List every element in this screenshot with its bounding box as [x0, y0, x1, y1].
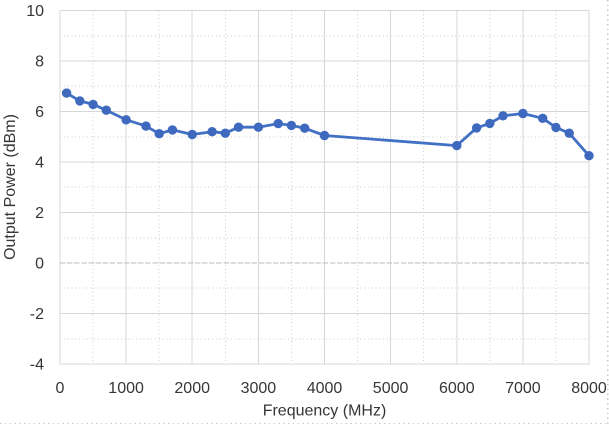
- svg-text:Frequency (MHz): Frequency (MHz): [263, 403, 387, 420]
- svg-text:8: 8: [35, 54, 44, 71]
- svg-text:Output Power (dBm): Output Power (dBm): [2, 114, 19, 260]
- svg-text:5000: 5000: [373, 380, 409, 397]
- svg-text:-4: -4: [30, 357, 44, 374]
- svg-text:4: 4: [35, 155, 44, 172]
- svg-text:0: 0: [56, 380, 65, 397]
- svg-text:3000: 3000: [241, 380, 277, 397]
- svg-text:2: 2: [35, 205, 44, 222]
- svg-text:7000: 7000: [505, 380, 541, 397]
- svg-text:10: 10: [26, 3, 44, 20]
- svg-text:6: 6: [35, 104, 44, 121]
- svg-text:8000: 8000: [571, 380, 607, 397]
- svg-text:0: 0: [35, 256, 44, 273]
- svg-text:-2: -2: [30, 306, 44, 323]
- svg-text:6000: 6000: [439, 380, 475, 397]
- svg-text:2000: 2000: [174, 380, 210, 397]
- svg-text:4000: 4000: [307, 380, 343, 397]
- svg-text:1000: 1000: [108, 380, 144, 397]
